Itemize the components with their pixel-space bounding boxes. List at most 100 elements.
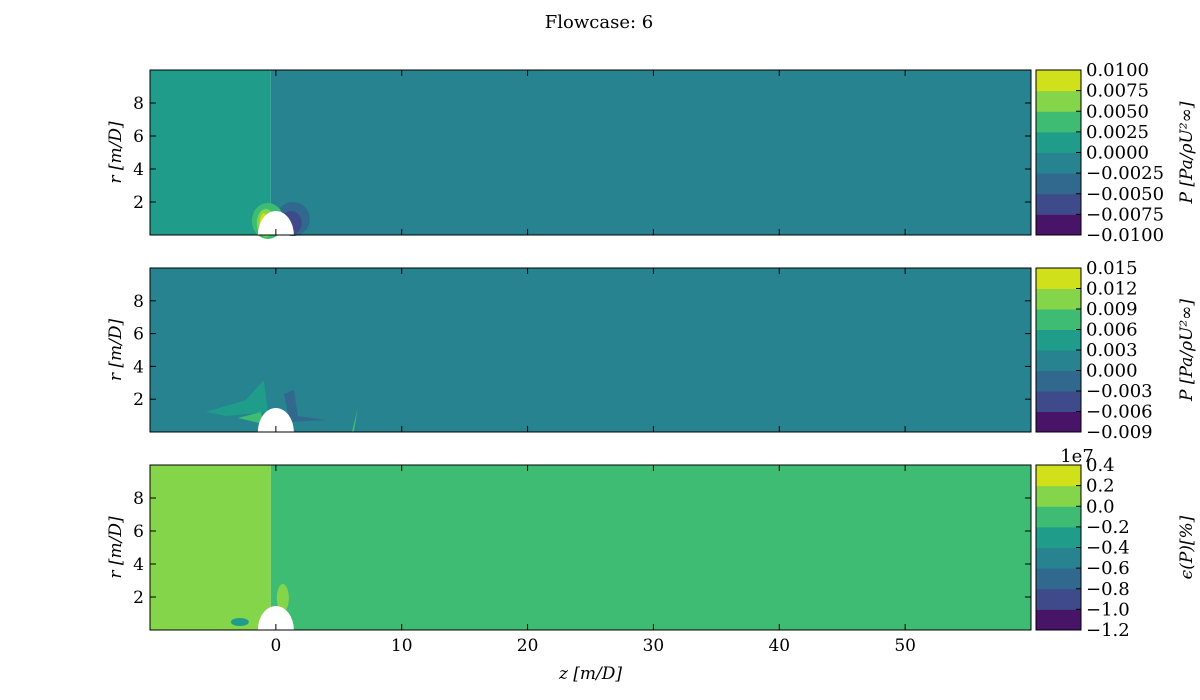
colorbar-tick-label: −1.0	[1086, 599, 1130, 620]
colorbar-band	[1036, 70, 1081, 92]
colorbar-tick-label: −0.6	[1086, 558, 1130, 579]
y-tick-label: 6	[133, 325, 144, 345]
field-region-2	[270, 70, 1031, 235]
colorbar-tick-label: 0.4	[1086, 455, 1115, 476]
colorbar-band	[1036, 350, 1081, 371]
x-tick-label: 0	[270, 636, 281, 656]
field-region-1	[150, 465, 271, 630]
field-region-1	[150, 70, 271, 235]
y-tick-label: 2	[133, 193, 144, 213]
x-tick-label: 20	[517, 636, 539, 656]
colorbar-band	[1036, 609, 1081, 631]
colorbar-band	[1036, 111, 1081, 133]
axes-frame	[149, 267, 1032, 433]
colorbar-tick-label: −0.8	[1086, 579, 1130, 600]
axes-frame	[149, 69, 1032, 236]
y-tick-label: 6	[133, 522, 144, 542]
colorbar-tick-label: 0.000	[1086, 361, 1138, 382]
colorbar-band	[1036, 411, 1081, 433]
colorbar-label: ϵ(P)[%]	[1177, 515, 1197, 579]
colorbar-tick-label: −0.006	[1086, 402, 1153, 423]
y-tick-label: 4	[133, 555, 144, 575]
colorbar-band	[1036, 506, 1081, 528]
body-shape	[257, 408, 294, 432]
colorbar-band	[1036, 173, 1081, 195]
contour-high-1	[276, 584, 289, 612]
y-axis-label: r [m/D]	[106, 319, 126, 382]
colorbar-tick-label: −0.0050	[1086, 184, 1164, 205]
colorbar-tick-label: −0.0100	[1086, 225, 1164, 246]
colorbar-band	[1036, 214, 1081, 236]
contour-spike-2	[237, 412, 264, 424]
y-axis-label: r [m/D]	[106, 121, 126, 184]
y-tick-label: 4	[133, 357, 144, 377]
colorbar-band	[1036, 547, 1081, 569]
y-axis-label: r [m/D]	[106, 516, 126, 579]
colorbar-band	[1036, 288, 1081, 310]
colorbar-band	[1036, 131, 1081, 153]
colorbar-tick-label: 0.015	[1086, 258, 1138, 279]
colorbar-tick-label: 0.009	[1086, 299, 1138, 320]
colorbar-band	[1036, 465, 1081, 487]
y-tick-label: 6	[133, 127, 144, 147]
body-shape	[257, 211, 294, 235]
y-tick-label: 8	[133, 292, 144, 312]
contour-spike-4	[351, 408, 358, 432]
colorbar-tick-label: 0.2	[1086, 476, 1115, 497]
y-tick-label: 2	[133, 588, 144, 608]
field-region-2	[270, 465, 1031, 630]
contour-spike-1	[205, 380, 268, 416]
colorbar-band	[1036, 329, 1081, 351]
colorbar-tick-label: −0.0025	[1086, 163, 1164, 184]
x-axis-label: z [m/D]	[558, 664, 622, 684]
colorbar-band	[1036, 370, 1081, 392]
colorbar-label: P [Pa/ρU²∞]	[1177, 101, 1197, 204]
colorbar-band	[1036, 268, 1081, 289]
colorbar-band	[1036, 152, 1081, 174]
colorbar-tick-label: −0.4	[1086, 538, 1130, 559]
colorbar-tick-label: 0.0	[1086, 496, 1115, 517]
colorbar-offset-label: 1e7	[1060, 446, 1094, 467]
contour-spike-3	[283, 390, 326, 422]
y-tick-label: 8	[133, 489, 144, 509]
colorbar-band	[1036, 568, 1081, 590]
body-shape	[257, 606, 294, 630]
x-tick-label: 10	[391, 636, 413, 656]
y-tick-label: 8	[133, 94, 144, 114]
colorbar-band	[1036, 193, 1081, 215]
colorbar-band	[1036, 90, 1081, 112]
x-tick-label: 30	[643, 636, 665, 656]
colorbar-band	[1036, 485, 1081, 507]
colorbar-tick-label: −1.2	[1086, 620, 1130, 641]
colorbar-band	[1036, 526, 1081, 548]
colorbar-tick-label: 0.006	[1086, 320, 1138, 341]
colorbar-tick-label: −0.003	[1086, 381, 1153, 402]
colorbar-tick-label: −0.0075	[1086, 204, 1164, 225]
colorbar-tick-label: 0.0000	[1086, 143, 1149, 164]
colorbar-tick-label: 0.003	[1086, 340, 1138, 361]
colorbar-label: P [Pa/ρU²∞]	[1177, 299, 1197, 402]
colorbar-band	[1036, 391, 1081, 412]
colorbar-tick-label: 0.0050	[1086, 101, 1149, 122]
colorbar-tick-label: 0.0025	[1086, 122, 1149, 143]
colorbar-tick-label: −0.009	[1086, 422, 1153, 443]
y-tick-label: 2	[133, 390, 144, 410]
y-tick-label: 4	[133, 160, 144, 180]
x-tick-label: 40	[768, 636, 790, 656]
colorbar-tick-label: 0.0075	[1086, 81, 1149, 102]
colorbar-band	[1036, 309, 1081, 330]
colorbar-tick-label: −0.2	[1086, 517, 1130, 538]
colorbar-tick-label: 0.0100	[1086, 60, 1149, 81]
axes-frame	[149, 464, 1032, 631]
colorbar-tick-label: 0.012	[1086, 279, 1138, 300]
figure-title: Flowcase: 6	[545, 12, 653, 33]
contour-low-1	[230, 618, 249, 626]
colorbar-band	[1036, 588, 1081, 610]
field-region-1	[150, 268, 1031, 432]
x-tick-label: 50	[894, 636, 916, 656]
